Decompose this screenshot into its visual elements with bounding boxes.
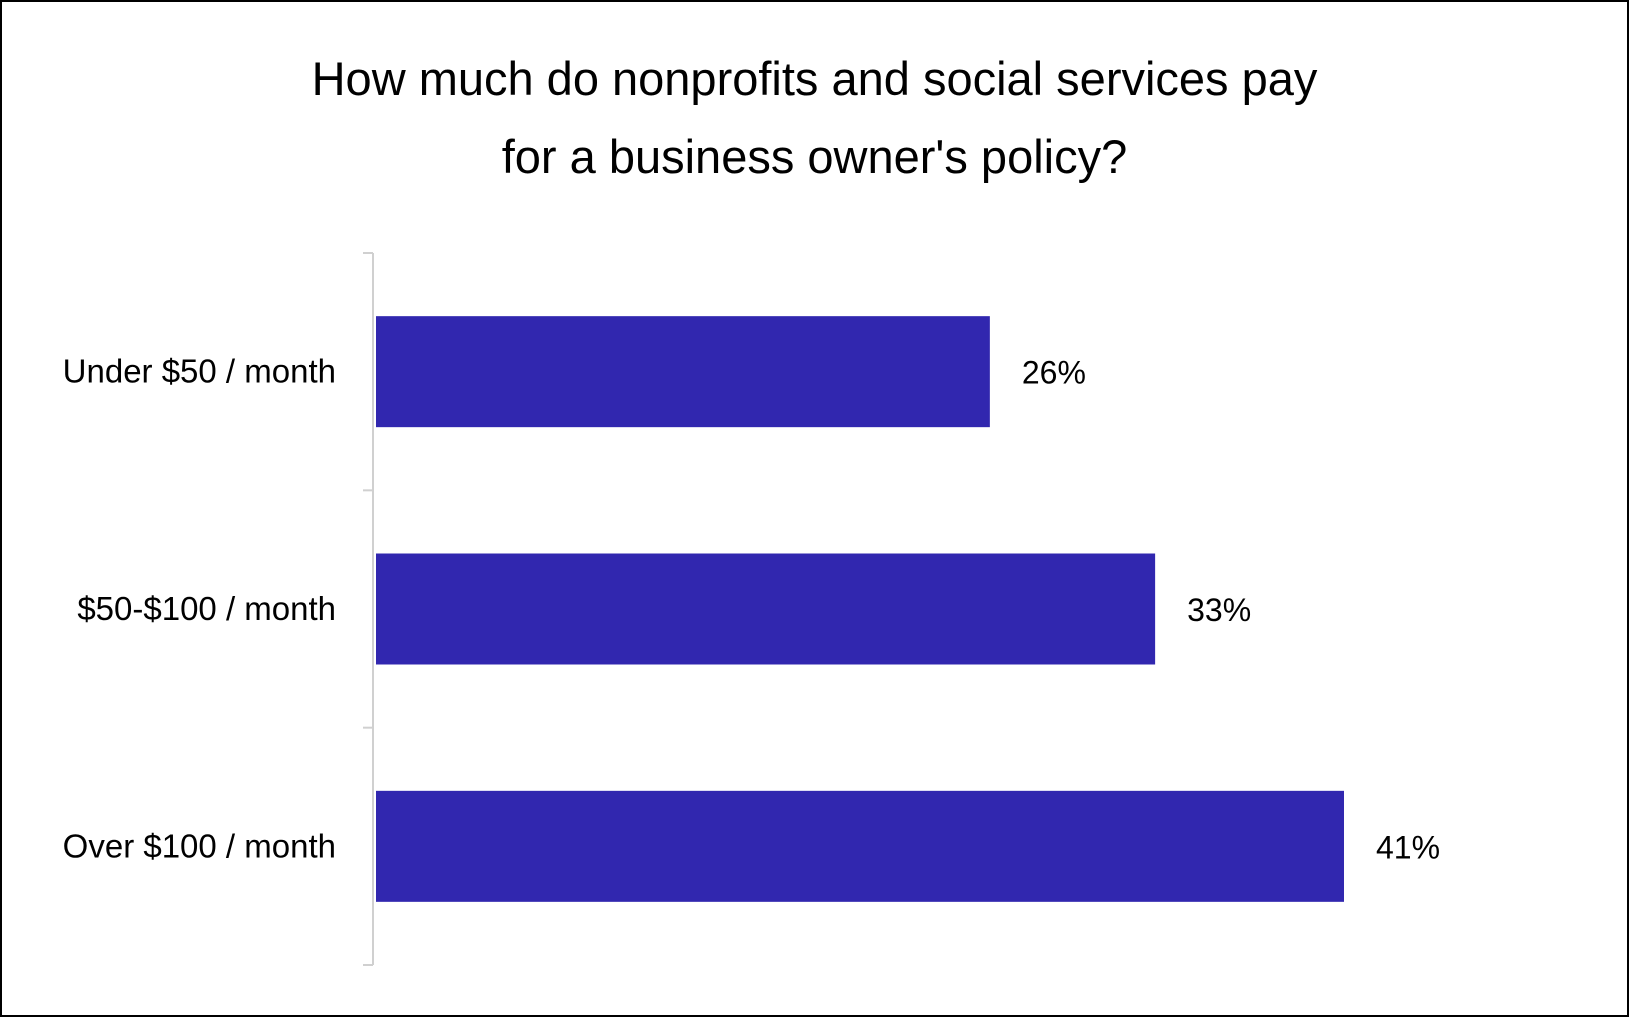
chart-title-line-1: How much do nonprofits and social servic… xyxy=(311,52,1318,105)
category-label: Under $50 / month xyxy=(63,353,336,390)
data-label: 26% xyxy=(1022,355,1086,391)
chart-title: How much do nonprofits and social servic… xyxy=(0,40,1629,196)
bar xyxy=(376,316,990,428)
data-label: 33% xyxy=(1187,592,1251,628)
chart-title-line-2: for a business owner's policy? xyxy=(501,130,1128,183)
bar xyxy=(376,553,1156,665)
category-label: Over $100 / month xyxy=(63,827,336,864)
category-label: $50-$100 / month xyxy=(77,590,336,627)
bar xyxy=(376,790,1344,902)
data-label: 41% xyxy=(1376,829,1440,865)
